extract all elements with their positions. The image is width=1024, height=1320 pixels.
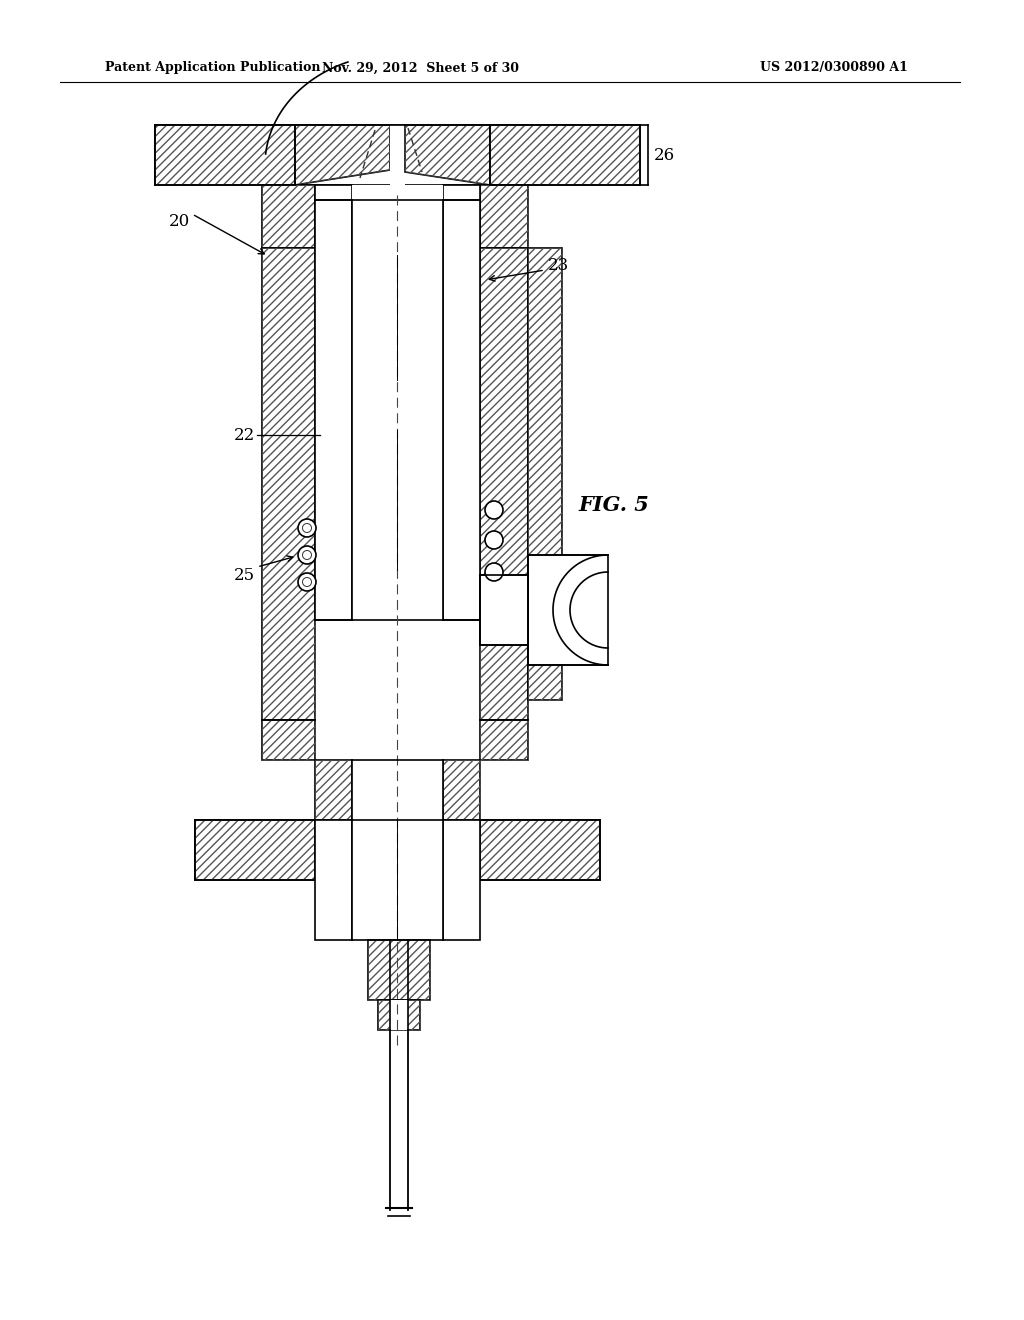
Bar [155,125,640,185]
Bar [262,719,315,760]
Bar [352,760,443,820]
Bar [195,820,315,880]
Bar [480,185,528,248]
Bar [315,820,352,940]
Text: FIG. 5: FIG. 5 [578,495,649,515]
Bar [528,248,562,700]
Bar [443,185,480,248]
Bar [262,185,315,248]
Bar [390,125,406,185]
Bar [390,1001,408,1030]
Bar [352,185,443,248]
Bar [480,820,600,880]
Polygon shape [295,125,390,185]
Circle shape [298,546,316,564]
Circle shape [298,519,316,537]
Bar [480,248,528,719]
Text: 25: 25 [233,566,255,583]
Bar [155,125,295,185]
Bar [195,820,315,880]
Text: 22: 22 [233,426,255,444]
Bar [352,201,443,620]
Bar [315,201,352,620]
Bar [195,820,600,880]
Bar [368,940,430,1001]
Bar [443,760,480,820]
Text: 20: 20 [169,214,190,231]
Bar [443,760,480,820]
Bar [155,125,295,185]
Bar [378,1001,420,1030]
Bar [262,719,315,760]
Bar [480,576,528,645]
Circle shape [485,564,503,581]
Bar [262,185,315,248]
Bar [480,719,528,760]
Bar [262,248,315,719]
Text: 26: 26 [654,147,675,164]
Bar [368,940,430,1001]
Bar [315,760,352,820]
Bar [443,201,480,620]
Bar [528,554,608,665]
Bar [315,185,352,248]
Bar [480,719,528,760]
Bar [352,820,443,940]
Circle shape [298,573,316,591]
Text: Nov. 29, 2012  Sheet 5 of 30: Nov. 29, 2012 Sheet 5 of 30 [322,62,518,74]
Polygon shape [406,125,490,185]
Bar [480,820,600,880]
Bar [378,1001,420,1030]
Bar [262,248,315,719]
Text: US 2012/0300890 A1: US 2012/0300890 A1 [760,62,908,74]
Bar [528,248,562,700]
Text: Patent Application Publication: Patent Application Publication [105,62,321,74]
Bar [480,248,528,719]
Bar [480,185,528,248]
Text: 23: 23 [548,256,569,273]
Circle shape [485,502,503,519]
Bar [443,820,480,940]
Bar [490,125,640,185]
Bar [315,760,352,820]
Bar [490,125,640,185]
Circle shape [485,531,503,549]
Bar [195,820,600,880]
